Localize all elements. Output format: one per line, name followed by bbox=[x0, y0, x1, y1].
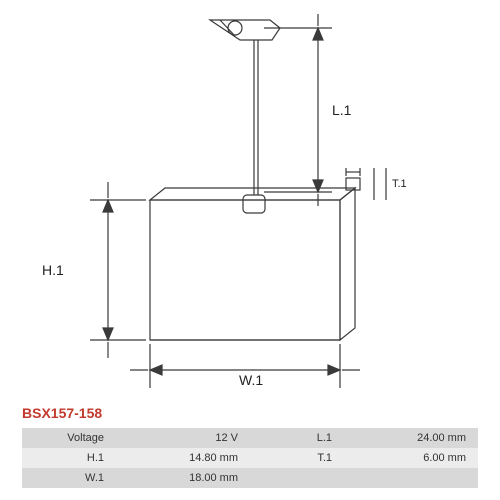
spec-label: T.1 bbox=[250, 448, 340, 468]
spec-label: L.1 bbox=[250, 428, 340, 448]
technical-diagram: H.1 W.1 L.1 T.1 bbox=[20, 10, 480, 390]
brush-drawing-svg bbox=[20, 10, 480, 390]
spec-value bbox=[340, 468, 478, 488]
spec-table: Voltage 12 V L.1 24.00 mm H.1 14.80 mm T… bbox=[22, 428, 478, 488]
dim-label-l1: L.1 bbox=[332, 102, 351, 118]
spec-value: 18.00 mm bbox=[112, 468, 250, 488]
spec-value: 14.80 mm bbox=[112, 448, 250, 468]
table-row: W.1 18.00 mm bbox=[22, 468, 478, 488]
table-row: Voltage 12 V L.1 24.00 mm bbox=[22, 428, 478, 448]
spec-label bbox=[250, 468, 340, 488]
spec-value: 12 V bbox=[112, 428, 250, 448]
part-number: BSX157-158 bbox=[22, 405, 102, 421]
dim-label-h1: H.1 bbox=[42, 262, 64, 278]
dim-label-t1: T.1 bbox=[392, 178, 407, 190]
dim-label-w1: W.1 bbox=[235, 372, 267, 388]
spec-label: H.1 bbox=[22, 448, 112, 468]
table-row: H.1 14.80 mm T.1 6.00 mm bbox=[22, 448, 478, 468]
spec-label: Voltage bbox=[22, 428, 112, 448]
spec-value: 6.00 mm bbox=[340, 448, 478, 468]
spec-value: 24.00 mm bbox=[340, 428, 478, 448]
spec-label: W.1 bbox=[22, 468, 112, 488]
